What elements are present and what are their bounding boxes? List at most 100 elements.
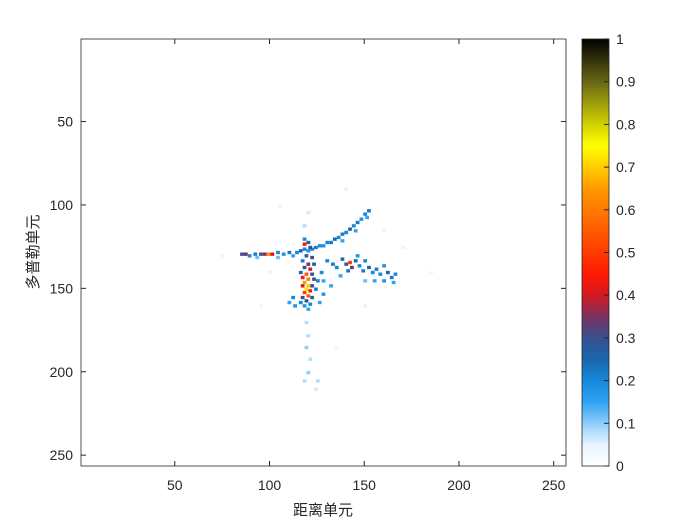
heatmap-cell: [268, 270, 273, 275]
heatmap-cell: [389, 275, 394, 280]
heatmap-cell: [266, 252, 271, 256]
colorbar-tick-label: 0.4: [616, 287, 636, 303]
heatmap-cell: [359, 217, 364, 221]
heatmap-cell: [317, 300, 322, 305]
heatmap-cell: [310, 255, 315, 260]
heatmap-cell: [312, 262, 316, 266]
heatmap-cell: [304, 320, 309, 325]
heatmap-cell: [319, 270, 324, 275]
heatmap-cell: [302, 237, 307, 241]
plot-frame: [80, 38, 567, 467]
heatmap-cell: [351, 224, 356, 228]
colorbar-tick-label: 0: [616, 458, 624, 474]
x-tick-label: 100: [258, 477, 282, 493]
heatmap-cell: [308, 289, 313, 293]
heatmap-cell: [370, 270, 375, 275]
x-tick-label: 150: [353, 477, 377, 493]
heatmap-cell: [304, 254, 309, 258]
heatmap-cell: [314, 245, 318, 250]
colorbar-tick-label: 0.3: [616, 330, 636, 346]
x-tick-label: 250: [542, 477, 566, 493]
heatmap-cell: [270, 252, 275, 256]
heatmap-cell: [247, 254, 252, 258]
plot-area: [81, 39, 566, 466]
heatmap-cell: [281, 252, 286, 256]
heatmap-cell: [259, 304, 263, 308]
heatmap-cell: [314, 387, 318, 391]
heatmap-cell: [401, 245, 405, 250]
heatmap-cell: [300, 295, 305, 300]
colorbar-tick-label: 0.5: [616, 245, 636, 261]
heatmap-cell: [340, 232, 345, 236]
x-axis-label: 距离单元: [293, 501, 353, 519]
heatmap-cell: [321, 292, 326, 296]
heatmap-cell: [259, 252, 263, 256]
x-tick-label: 50: [167, 477, 183, 493]
heatmap-cell: [293, 304, 297, 308]
heatmap-cell: [346, 269, 351, 273]
heatmap-cell: [304, 299, 309, 303]
heatmap-cell: [315, 379, 320, 383]
heatmap-cell: [378, 272, 383, 276]
heatmap-cell: [367, 209, 371, 213]
heatmap-cell: [240, 252, 244, 256]
heatmap-cell: [262, 252, 267, 256]
heatmap-cell: [363, 279, 368, 283]
heatmap-cell: [372, 279, 377, 283]
heatmap-cell: [308, 267, 313, 271]
heatmap-cell: [363, 304, 368, 308]
heatmap-cell: [304, 345, 309, 350]
heatmap-cell: [338, 274, 343, 278]
heatmap-cell: [300, 284, 305, 288]
heatmap-cell: [363, 212, 368, 216]
y-tick-label: 250: [50, 447, 74, 463]
heatmap-cell: [321, 279, 326, 283]
heatmap-cell: [336, 235, 341, 240]
heatmap-cell: [382, 279, 387, 283]
y-axis: 50 100 150 200 250: [50, 114, 566, 463]
heatmap-cell: [298, 270, 303, 275]
x-axis: 50 100 150 200 250: [167, 39, 566, 493]
heatmap-cell: [306, 249, 311, 253]
heatmap-cell: [243, 252, 248, 256]
colorbar-tick-label: 0.8: [616, 116, 636, 132]
heatmap-cell: [298, 249, 303, 253]
heatmap-cell: [287, 250, 292, 255]
heatmap-cell: [348, 227, 352, 231]
heatmap-cell: [312, 277, 316, 281]
heatmap-cell: [391, 280, 396, 285]
heatmap-cell: [304, 287, 309, 291]
heatmap-cell: [382, 229, 387, 233]
heatmap-cell: [291, 295, 296, 300]
heatmap-cell: [344, 187, 349, 191]
y-axis-label: 多普勒单元: [24, 214, 42, 289]
heatmap-cell: [291, 254, 296, 258]
heatmap-cell: [344, 262, 349, 266]
heatmap-cell: [331, 262, 335, 266]
heatmap-cell: [382, 264, 387, 268]
heatmap-cell: [310, 295, 315, 300]
heatmap-cell: [306, 240, 311, 245]
heatmap-cell: [325, 259, 330, 263]
heatmap-cell: [314, 287, 318, 291]
colorbar-tick-label: 0.2: [616, 373, 636, 389]
heatmap-cell: [308, 302, 313, 306]
heatmap-cell: [386, 270, 390, 275]
heatmap-cell: [308, 357, 313, 361]
heatmap-cell: [310, 272, 315, 276]
y-tick-label: 50: [57, 114, 73, 130]
heatmap-cell: [334, 345, 339, 350]
x-tick-label: 200: [447, 477, 471, 493]
colorbar-tick-label: 0.9: [616, 74, 636, 90]
heatmap-cell: [306, 294, 311, 298]
heatmap-cell: [304, 272, 309, 276]
heatmap-cell: [287, 300, 292, 305]
heatmap-cell: [302, 280, 307, 285]
heatmap-cell: [329, 240, 333, 245]
heatmap-cell: [353, 259, 358, 263]
heatmap-cell: [340, 257, 345, 261]
heatmap-cell: [300, 259, 305, 263]
heatmap-cell: [306, 284, 311, 288]
y-tick-label: 150: [50, 280, 74, 296]
